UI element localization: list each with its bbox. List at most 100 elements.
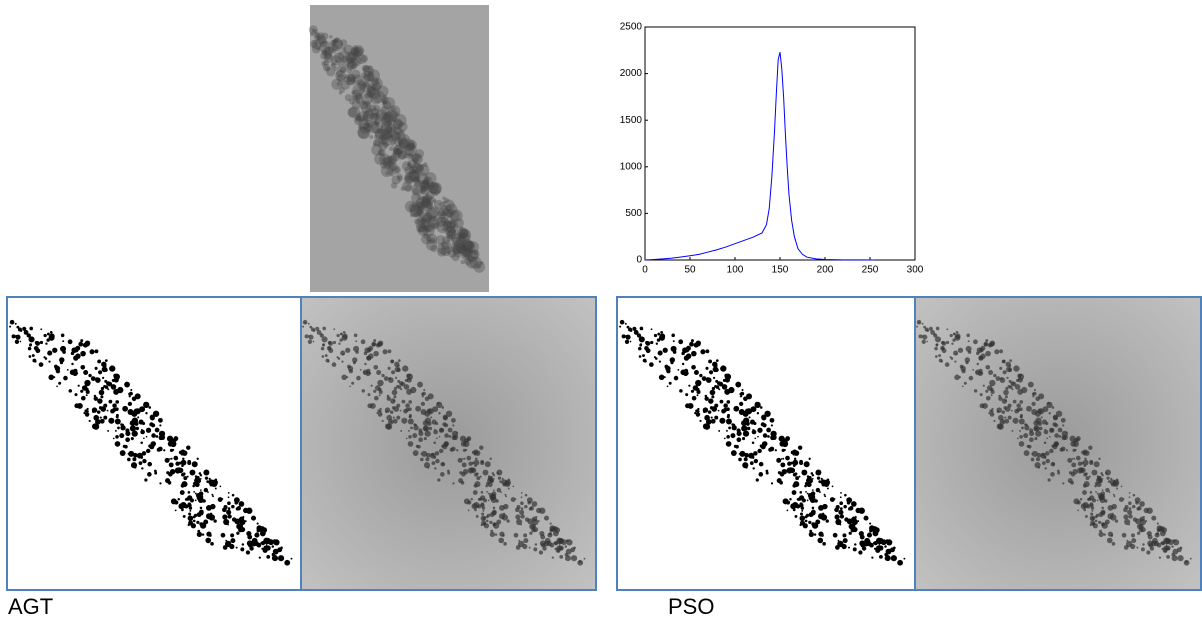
speck [235,507,240,511]
speck [933,333,938,338]
particle [401,161,412,172]
speck [1136,507,1140,511]
speck [548,532,552,536]
particle [469,249,480,260]
speck [194,492,197,495]
speck [442,414,448,420]
speck [1041,452,1045,457]
speck [88,373,92,378]
speck [999,377,1006,383]
speck [989,409,993,413]
speck [1004,416,1007,419]
particle [364,121,369,127]
speck [341,374,347,381]
speck [780,462,786,468]
speck [1135,518,1141,525]
speck [417,381,423,388]
speck [496,472,499,475]
speck [1035,396,1040,402]
speck [798,475,801,478]
speck [391,406,396,410]
speck [1005,386,1009,391]
speck [1121,532,1127,538]
speck [367,393,371,397]
particle [385,109,398,122]
speck [129,420,136,427]
particle [442,208,451,216]
speck [765,471,769,475]
speck [753,458,759,464]
speck [961,385,964,388]
speck [813,533,817,536]
particle [428,184,435,190]
speck [782,498,789,505]
particle [333,52,345,63]
particle [347,50,358,61]
speck [739,395,743,398]
speck [103,403,108,408]
speck [260,541,263,544]
speck [1077,461,1083,466]
speck [730,433,736,439]
speck [945,340,950,345]
speck [504,479,511,486]
speck [493,489,495,491]
speck [96,410,101,414]
particle [462,247,474,258]
particle [384,155,397,168]
speck [695,379,702,387]
particle [353,45,365,56]
speck [1146,531,1152,537]
speck [818,531,824,537]
particle [460,249,472,260]
speck [632,326,637,331]
histogram-line [644,52,875,261]
speck [182,472,186,476]
particle [367,69,381,82]
speck [1026,405,1032,412]
speck [423,437,427,441]
particle [406,163,411,167]
speck [421,450,428,457]
speck [848,507,852,511]
particle [469,256,482,269]
particle [417,195,423,201]
speck [804,519,808,523]
particle [392,118,403,129]
particle [453,248,463,258]
speck [117,386,124,394]
speck [491,510,497,516]
speck [489,531,495,538]
particle [316,32,325,41]
speck [986,385,993,391]
speck [764,410,771,417]
speck [522,543,528,550]
particle [384,125,393,135]
segmented-specks [9,319,1192,566]
particle [392,148,400,156]
speck [1110,514,1117,521]
speck [626,325,630,329]
speck [762,433,768,438]
speck [934,355,938,358]
speck [447,427,453,433]
speck [144,478,148,482]
speck [918,321,920,324]
speck [1156,522,1159,525]
speck [386,414,393,421]
particle [456,227,469,239]
speck [1051,406,1055,409]
speck [796,497,800,501]
speck [73,355,78,360]
speck [238,523,244,529]
speck [360,339,366,345]
speck [801,469,808,476]
speck [801,498,806,503]
speck [1091,498,1097,503]
particle [423,225,432,233]
particle [410,162,423,175]
speck [744,452,749,458]
particle [347,57,359,69]
speck [336,333,340,338]
speck [127,452,130,455]
